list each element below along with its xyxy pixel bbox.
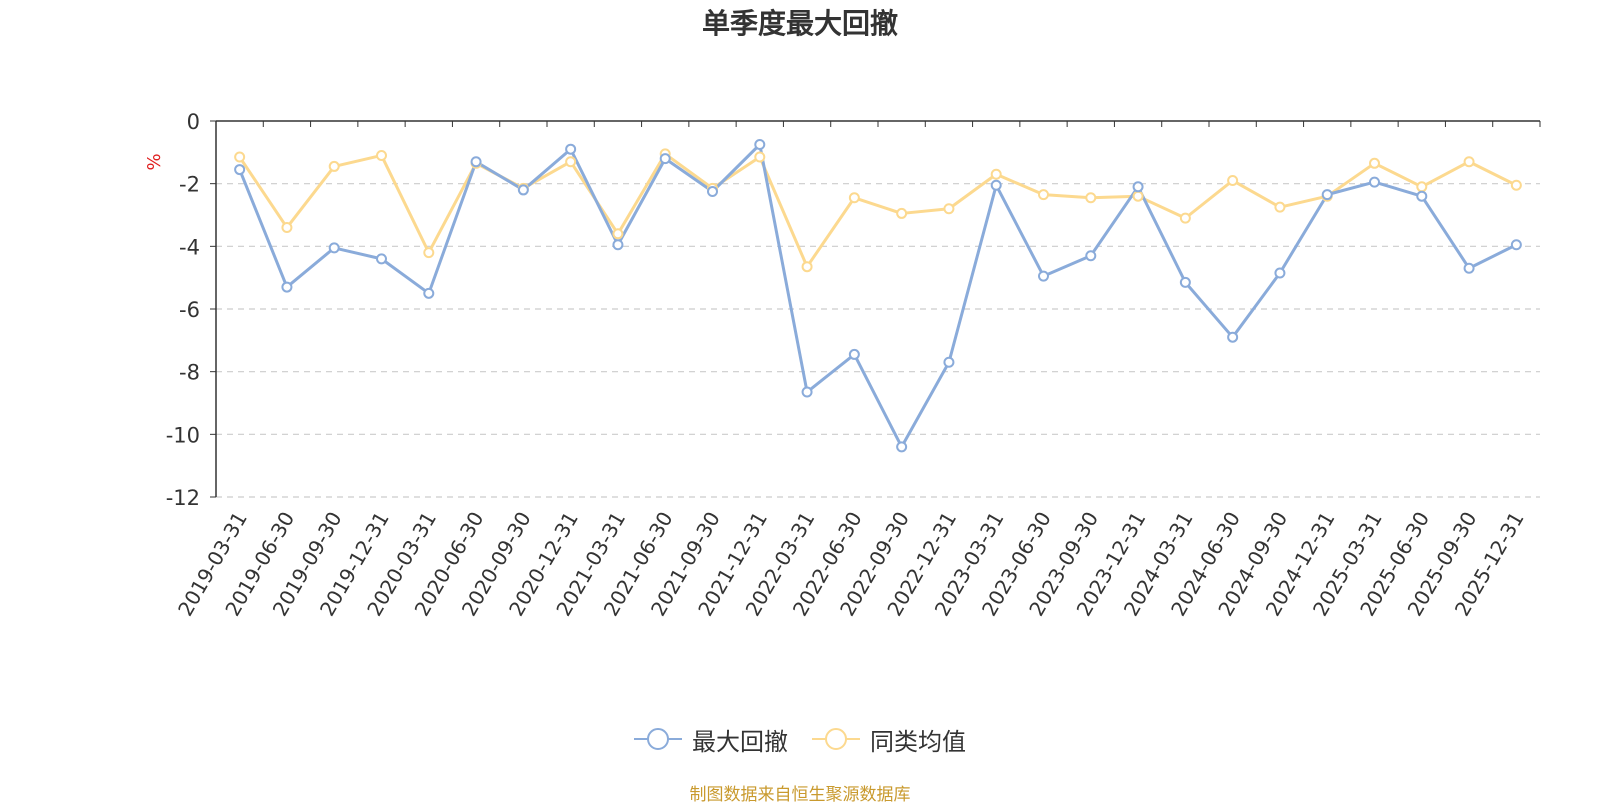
data-point-peer-average — [1463, 156, 1475, 168]
legend-item-max-drawdown[interactable]: 最大回撤 — [634, 722, 788, 757]
data-point-peer-average — [1227, 175, 1239, 187]
series-line-max-drawdown — [238, 143, 1518, 449]
data-point-max-drawdown — [376, 253, 387, 265]
chart-title: 单季度最大回撤 — [701, 7, 898, 40]
y-tick-label: -4 — [179, 235, 200, 259]
data-point-max-drawdown — [328, 242, 340, 254]
data-point-peer-average — [1510, 179, 1522, 191]
data-point-max-drawdown — [1321, 189, 1333, 201]
y-tick-label: -2 — [179, 173, 200, 197]
data-point-peer-average — [848, 192, 860, 204]
legend-label-max-drawdown: 最大回撤 — [692, 727, 788, 756]
data-point-peer-average — [1416, 181, 1428, 193]
y-tick-label: -12 — [166, 486, 200, 510]
data-point-peer-average — [376, 149, 387, 161]
series-lines — [238, 143, 1518, 449]
data-point-max-drawdown — [1038, 270, 1049, 282]
data-point-max-drawdown — [1416, 190, 1428, 202]
data-point-peer-average — [423, 247, 435, 259]
data-point-max-drawdown — [990, 179, 1002, 191]
y-axis-unit-label: % — [144, 153, 165, 170]
data-points — [234, 139, 1522, 453]
data-point-max-drawdown — [234, 164, 246, 176]
legend-item-peer-average[interactable]: 同类均值 — [812, 722, 966, 757]
data-point-max-drawdown — [1132, 181, 1144, 193]
data-point-peer-average — [1179, 212, 1191, 224]
data-point-peer-average — [328, 160, 340, 172]
data-point-max-drawdown — [801, 386, 813, 398]
data-point-peer-average — [234, 151, 246, 163]
data-point-peer-average — [1369, 157, 1380, 169]
grid-lines — [216, 183, 1540, 498]
data-point-peer-average — [281, 222, 293, 234]
y-tick-label: -10 — [166, 423, 200, 447]
data-point-max-drawdown — [1085, 250, 1097, 262]
data-point-max-drawdown — [281, 281, 293, 293]
data-point-peer-average — [612, 228, 624, 240]
data-point-max-drawdown — [1179, 276, 1191, 288]
data-source-note: 制图数据来自恒生聚源数据库 — [689, 785, 911, 805]
data-point-max-drawdown — [707, 186, 718, 197]
data-point-max-drawdown — [1369, 176, 1380, 188]
data-point-max-drawdown — [423, 287, 435, 299]
data-point-peer-average — [943, 203, 955, 215]
y-tick-label: 0 — [187, 110, 200, 134]
data-point-max-drawdown — [565, 143, 577, 155]
legend: 最大回撤 同类均值 — [0, 722, 1600, 756]
data-point-max-drawdown — [517, 184, 529, 196]
data-point-max-drawdown — [470, 156, 482, 168]
y-tick-label: -8 — [179, 361, 200, 385]
data-point-peer-average — [1085, 192, 1097, 204]
data-point-peer-average — [990, 168, 1002, 180]
series-line-peer-average — [238, 152, 1518, 269]
legend-swatch-max-drawdown — [634, 728, 682, 750]
data-point-peer-average — [1038, 189, 1049, 201]
data-point-max-drawdown — [754, 139, 766, 150]
data-point-max-drawdown — [659, 153, 671, 165]
data-point-max-drawdown — [1463, 262, 1475, 274]
data-point-peer-average — [1132, 190, 1144, 202]
data-point-peer-average — [1274, 201, 1286, 213]
data-point-max-drawdown — [896, 441, 908, 453]
legend-swatch-peer-average — [812, 728, 860, 750]
data-point-max-drawdown — [1274, 267, 1286, 279]
data-point-peer-average — [801, 261, 813, 273]
data-point-peer-average — [754, 151, 766, 163]
data-point-max-drawdown — [1227, 331, 1239, 343]
legend-label-peer-average: 同类均值 — [870, 727, 966, 756]
data-point-peer-average — [896, 207, 908, 219]
data-point-peer-average — [565, 156, 577, 168]
data-point-max-drawdown — [943, 356, 955, 368]
data-point-max-drawdown — [848, 348, 860, 360]
y-tick-label: -6 — [179, 298, 200, 322]
data-point-max-drawdown — [1510, 239, 1522, 251]
data-point-max-drawdown — [612, 239, 624, 251]
